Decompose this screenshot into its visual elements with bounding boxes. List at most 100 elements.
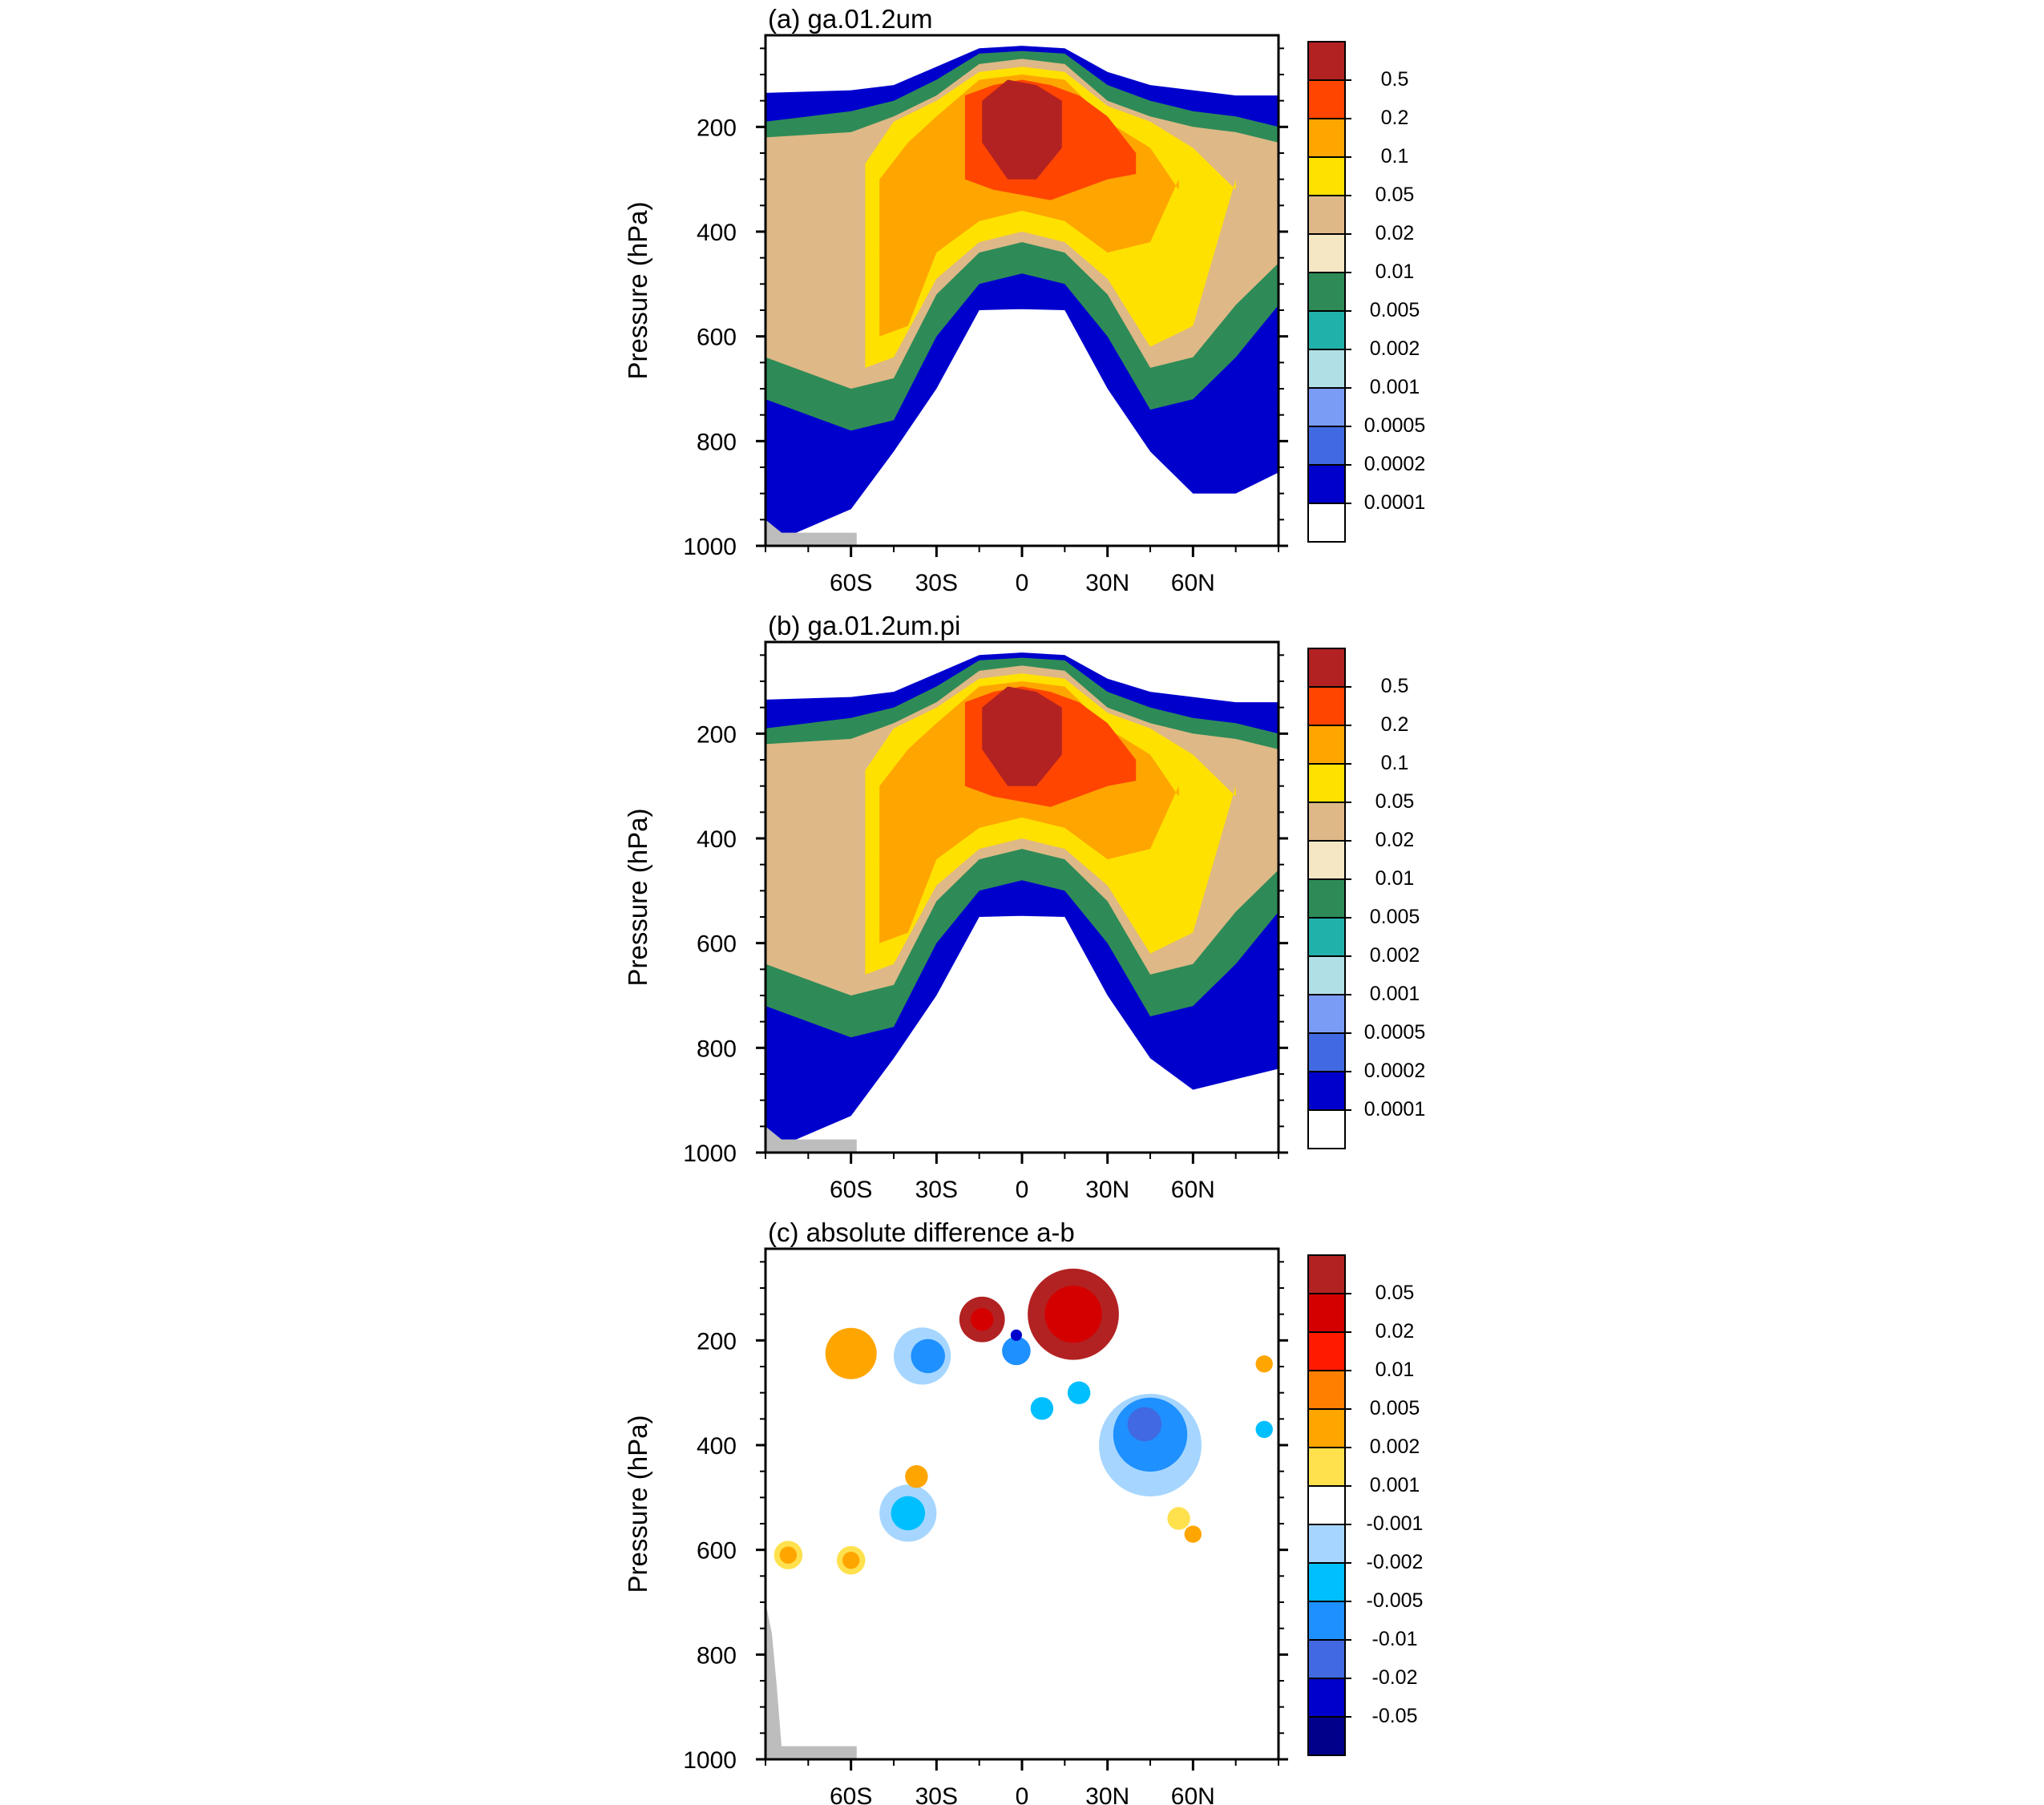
- p1-xtick-label-1: 30S: [915, 1177, 958, 1203]
- p2-ytick-label-3: 800: [697, 1642, 737, 1669]
- p1-colorbar-swatch-2: [1307, 725, 1346, 765]
- p1-colorbar-swatch-12: [1307, 1109, 1346, 1149]
- p0-colorbar-swatch-1: [1307, 79, 1346, 119]
- p0-ytick-label-3: 800: [697, 429, 737, 455]
- p2-anomaly-13: [1010, 1329, 1022, 1341]
- p0-colorbar-label-6: 0.005: [1370, 299, 1420, 321]
- p2-colorbar-swatch-7: [1307, 1524, 1346, 1564]
- p2-colorbar-swatch-6: [1307, 1485, 1346, 1525]
- p1-colorbar-swatch-0: [1307, 648, 1346, 688]
- p1-colorbar-swatch-3: [1307, 763, 1346, 803]
- p1-colorbar-swatch-10: [1307, 1032, 1346, 1072]
- p0-colorbar-swatch-5: [1307, 233, 1346, 273]
- p0-colorbar-swatch-3: [1307, 156, 1346, 196]
- p1-colorbar-label-0: 0.5: [1381, 675, 1409, 697]
- p1-colorbar-swatch-9: [1307, 994, 1346, 1034]
- p2-frame: [764, 1247, 1280, 1761]
- p2-ylabel: Pressure (hPa): [623, 1415, 652, 1593]
- p2-colorbar-swatch-3: [1307, 1370, 1346, 1410]
- p0-colorbar-swatch-7: [1307, 310, 1346, 350]
- p1-ytick-label-4: 1000: [683, 1141, 737, 1167]
- p2-xtick-label-1: 30S: [915, 1783, 958, 1805]
- p1-topography-mask: [765, 1126, 857, 1153]
- p2-topography-mask: [765, 1602, 857, 1759]
- p2-anomaly-6: [911, 1339, 945, 1374]
- p2-colorbar-label-5: 0.001: [1370, 1474, 1420, 1496]
- p2-anomaly-23: [1184, 1525, 1202, 1543]
- p2-anomaly-17: [1067, 1381, 1091, 1404]
- p0-xtick-label-3: 30N: [1085, 570, 1129, 596]
- p0-contour-level-0: [982, 79, 1062, 180]
- p1-xtick-label-4: 60N: [1171, 1177, 1215, 1203]
- p0-colorbar-label-5: 0.01: [1375, 260, 1415, 283]
- p0-xtick-label-1: 30S: [915, 570, 958, 596]
- p2-anomaly-16: [1030, 1397, 1054, 1420]
- p2-colorbar-swatch-12: [1307, 1716, 1346, 1756]
- p1-colorbar-label-1: 0.2: [1381, 713, 1409, 736]
- p2-anomaly-11: [971, 1308, 994, 1331]
- p1-colorbar-label-8: 0.001: [1370, 983, 1420, 1005]
- p0-colorbar-swatch-11: [1307, 464, 1346, 504]
- p1-xtick-label-0: 60S: [830, 1177, 872, 1203]
- p0-xtick-label-0: 60S: [830, 570, 872, 596]
- p1-ylabel: Pressure (hPa): [623, 809, 652, 987]
- p1-colorbar-swatch-5: [1307, 840, 1346, 880]
- p2-anomaly-15: [1044, 1286, 1102, 1343]
- p2-anomaly-12: [1002, 1336, 1031, 1366]
- p2-anomaly-24: [1167, 1507, 1190, 1530]
- p2-colorbar-label-0: 0.05: [1375, 1282, 1415, 1304]
- p2-colorbar-label-10: -0.02: [1372, 1666, 1418, 1689]
- p0-colorbar-label-11: 0.0001: [1364, 491, 1425, 514]
- p2-anomaly-4: [842, 1552, 860, 1569]
- p0-ytick-label-4: 1000: [683, 534, 737, 560]
- p1-colorbar-swatch-1: [1307, 686, 1346, 726]
- p1-xtick-label-2: 0: [1016, 1177, 1029, 1203]
- p2-colorbar-swatch-2: [1307, 1331, 1346, 1371]
- p0-xtick-label-2: 0: [1016, 570, 1029, 596]
- p2-xtick-label-2: 0: [1016, 1783, 1029, 1805]
- p1-colorbar-swatch-6: [1307, 878, 1346, 919]
- p1-ytick-label-1: 400: [697, 826, 737, 853]
- p0-field: [765, 46, 1279, 546]
- p2-colorbar-swatch-9: [1307, 1601, 1346, 1641]
- p2-colorbar-label-4: 0.002: [1370, 1436, 1420, 1458]
- p0-colorbar-swatch-0: [1307, 41, 1346, 81]
- p0-colorbar-label-0: 0.5: [1381, 68, 1409, 91]
- p2-colorbar-label-6: -0.001: [1367, 1512, 1424, 1535]
- p1-colorbar-label-2: 0.1: [1381, 752, 1409, 774]
- p1-ytick-label-3: 800: [697, 1036, 737, 1062]
- p2-anomaly-20: [1127, 1407, 1162, 1442]
- p1-xtick-label-3: 30N: [1085, 1177, 1129, 1203]
- p2-colorbar-label-9: -0.01: [1372, 1628, 1418, 1650]
- p1-title: (b) ga.01.2um.pi: [768, 611, 960, 640]
- panel-c: (c) absolute difference a-b 200 400 600 800 1…: [623, 1217, 1423, 1805]
- p0-colorbar-label-7: 0.002: [1370, 337, 1420, 360]
- p2-anomaly-9: [905, 1465, 928, 1488]
- p0-colorbar-label-9: 0.0005: [1364, 414, 1425, 437]
- p2-colorbar-label-11: -0.05: [1372, 1705, 1418, 1727]
- p2-anomaly-8: [891, 1496, 926, 1531]
- p2-colorbar-swatch-1: [1307, 1293, 1346, 1333]
- p0-colorbar-swatch-6: [1307, 272, 1346, 312]
- p0-ytick-label-0: 200: [697, 115, 737, 141]
- p2-field: [765, 1268, 1273, 1759]
- p2-xtick-label-4: 60N: [1171, 1783, 1215, 1805]
- p0-colorbar-label-4: 0.02: [1375, 222, 1415, 244]
- p0-colorbar-swatch-2: [1307, 118, 1346, 158]
- p0-colorbar-swatch-4: [1307, 195, 1346, 235]
- p0-colorbar-label-10: 0.0002: [1364, 453, 1425, 475]
- p1-colorbar-label-3: 0.05: [1375, 790, 1415, 813]
- p1-colorbar-label-10: 0.0002: [1364, 1060, 1425, 1082]
- p2-anomaly-22: [1255, 1355, 1273, 1373]
- p2-colorbar-label-2: 0.01: [1375, 1359, 1415, 1381]
- p1-colorbar-label-6: 0.005: [1370, 906, 1420, 928]
- p2-colorbar-label-8: -0.005: [1367, 1589, 1424, 1612]
- p0-xtick-label-4: 60N: [1171, 570, 1215, 596]
- p2-title: (c) absolute difference a-b: [768, 1217, 1075, 1247]
- p1-ytick-label-2: 600: [697, 931, 737, 958]
- p2-anomaly-2: [779, 1546, 798, 1564]
- p0-colorbar-swatch-10: [1307, 426, 1346, 466]
- p2-anomaly-0: [825, 1327, 877, 1379]
- p2-ytick-label-4: 1000: [683, 1747, 737, 1774]
